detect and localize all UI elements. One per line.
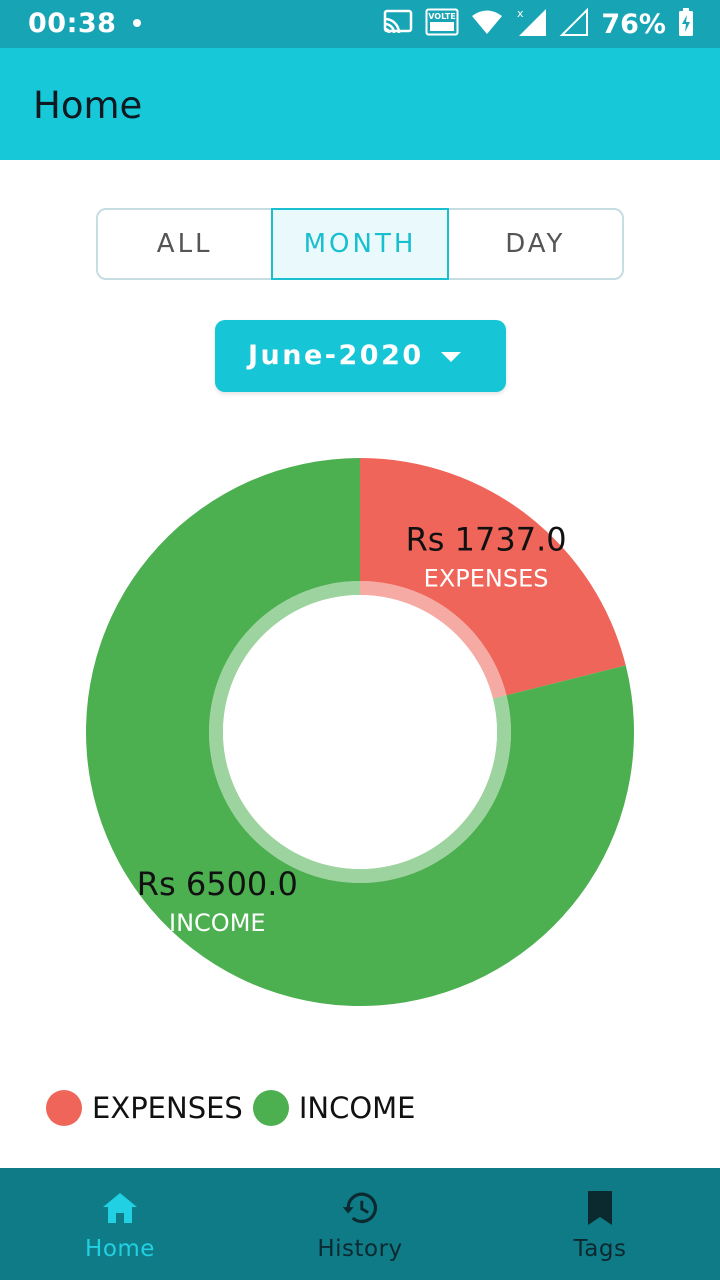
- volte-icon: VOLTE: [425, 8, 459, 40]
- legend-swatch-income: [252, 1090, 289, 1126]
- history-icon: [340, 1188, 380, 1228]
- chart-legend: EXPENSES INCOME: [46, 1088, 426, 1128]
- caret-down-icon: [441, 352, 461, 362]
- signal-empty-icon: [559, 7, 589, 41]
- nav-home-label: Home: [85, 1236, 155, 1262]
- chart-slices: [86, 458, 634, 1006]
- status-bar: 00:38 VOLTE x 76%: [0, 0, 720, 48]
- donut-chart: Rs 1737.0 EXPENSES Rs 6500.0 INCOME: [86, 458, 634, 1006]
- income-name-label: INCOME: [169, 909, 266, 937]
- signal-icon: x: [515, 7, 547, 41]
- status-icons: VOLTE x 76%: [383, 7, 694, 41]
- status-time: 00:38: [28, 8, 117, 39]
- notification-dot-icon: [133, 19, 141, 27]
- chart-hole: [223, 595, 497, 869]
- legend-label-income: INCOME: [298, 1091, 416, 1125]
- bookmark-icon: [580, 1188, 620, 1228]
- nav-tags-label: Tags: [573, 1236, 627, 1262]
- filter-all-button[interactable]: ALL: [156, 229, 213, 259]
- legend-item-income: INCOME: [252, 1090, 416, 1126]
- income-value-label: Rs 6500.0: [137, 865, 298, 903]
- legend-swatch-expenses: [46, 1090, 82, 1126]
- nav-history[interactable]: History: [240, 1168, 480, 1280]
- legend-item-expenses: EXPENSES: [46, 1090, 243, 1126]
- cast-icon: [383, 9, 413, 39]
- wifi-icon: [471, 9, 503, 39]
- page-title: Home: [33, 84, 143, 127]
- month-dropdown[interactable]: June-2020: [215, 320, 506, 392]
- filter-month-button[interactable]: MONTH: [271, 208, 449, 280]
- volte-label: VOLTE: [429, 12, 457, 21]
- period-filter: ALL MONTH DAY: [96, 208, 624, 280]
- slice-inner-ring-expenses: [360, 581, 507, 699]
- battery-charging-icon: [678, 8, 694, 40]
- svg-text:x: x: [517, 7, 524, 20]
- legend-label-expenses: EXPENSES: [92, 1091, 243, 1125]
- nav-tags[interactable]: Tags: [480, 1168, 720, 1280]
- nav-home[interactable]: Home: [0, 1168, 240, 1280]
- nav-history-label: History: [317, 1236, 403, 1262]
- battery-percent: 76%: [601, 8, 666, 40]
- month-dropdown-label: June-2020: [248, 340, 424, 371]
- expenses-value-label: Rs 1737.0: [406, 520, 567, 558]
- slice-income[interactable]: [86, 458, 634, 1006]
- app-bar: Home: [0, 48, 720, 160]
- slice-expenses[interactable]: [360, 458, 626, 696]
- filter-day-button[interactable]: DAY: [505, 229, 566, 259]
- expenses-name-label: EXPENSES: [424, 564, 549, 592]
- bottom-navigation: Home History Tags: [0, 1168, 720, 1280]
- home-icon: [100, 1188, 140, 1228]
